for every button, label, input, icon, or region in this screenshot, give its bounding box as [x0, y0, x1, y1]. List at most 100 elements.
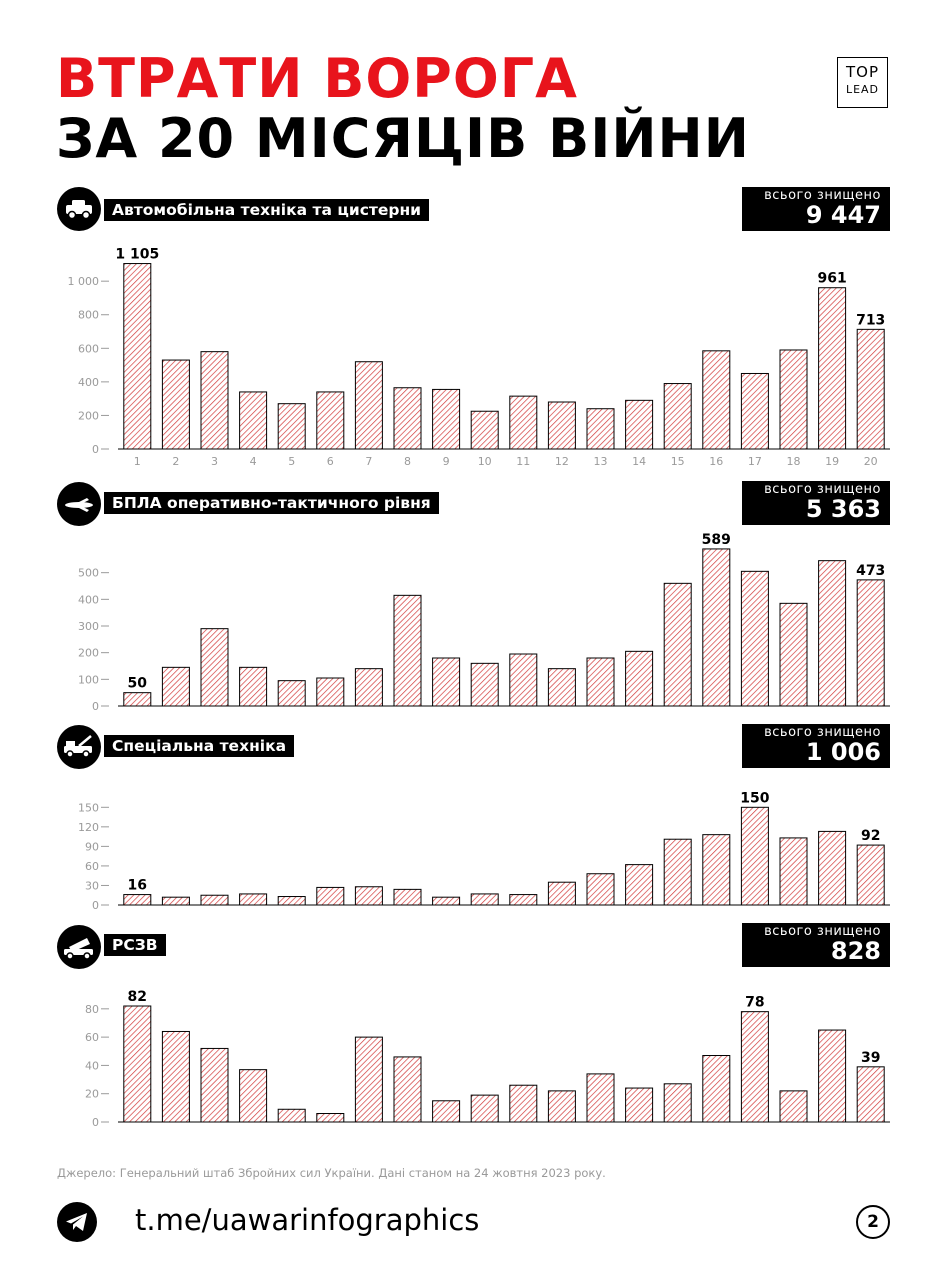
y-tick-label: 200	[78, 409, 99, 422]
x-tick-label: 1	[134, 455, 141, 468]
total-box-drones: всього знищено 5 363	[742, 481, 890, 525]
bar	[509, 1084, 538, 1123]
section-title-drones: БПЛА оперативно-тактичного рівня	[104, 492, 439, 514]
bar	[393, 888, 422, 906]
data-label: 1 105	[115, 247, 159, 263]
bar	[818, 1029, 847, 1123]
total-box-mlrs: всього знищено 828	[742, 923, 890, 967]
bar	[470, 662, 499, 707]
bar	[200, 894, 229, 906]
bar	[740, 372, 769, 450]
bar	[123, 263, 152, 450]
bar	[625, 650, 654, 707]
bar	[818, 830, 847, 906]
bar	[586, 1073, 615, 1123]
bar	[123, 894, 152, 906]
data-label: 78	[745, 995, 764, 1011]
section-title-special: Спеціальна техніка	[104, 735, 295, 757]
y-tick-label: 800	[78, 309, 99, 322]
x-tick-label: 12	[555, 455, 569, 468]
bar	[200, 351, 229, 450]
bar	[277, 680, 306, 707]
bar	[470, 410, 499, 450]
page-title-line1: ВТРАТИ ВОРОГА	[56, 47, 578, 110]
bar	[702, 548, 731, 707]
bar	[586, 657, 615, 707]
total-value-special: 1 006	[805, 738, 881, 766]
x-tick-label: 19	[825, 455, 839, 468]
data-label: 473	[856, 563, 885, 579]
bar	[316, 1113, 345, 1123]
data-label: 961	[817, 271, 846, 287]
x-tick-label: 4	[250, 455, 257, 468]
x-tick-label: 15	[671, 455, 685, 468]
bar	[779, 1090, 808, 1123]
y-tick-label: 90	[85, 840, 99, 853]
bar	[354, 886, 383, 906]
bar	[740, 806, 769, 906]
x-tick-label: 17	[748, 455, 762, 468]
bar	[779, 349, 808, 450]
total-value-vehicles: 9 447	[805, 201, 881, 229]
bar	[316, 677, 345, 707]
truck-icon	[57, 187, 101, 231]
x-tick-label: 7	[365, 455, 372, 468]
bar	[856, 1066, 885, 1123]
bar	[509, 395, 538, 450]
bar	[277, 896, 306, 906]
chart-special: 0 30 60 90 120 150 16 150 92	[78, 790, 890, 912]
source-note: Джерело: Генеральний штаб Збройних сил У…	[57, 1166, 606, 1180]
bar	[856, 579, 885, 707]
bar	[702, 834, 731, 906]
y-tick-label: 0	[92, 899, 99, 912]
bar	[547, 1090, 576, 1123]
x-tick-label: 16	[709, 455, 723, 468]
data-label: 713	[856, 312, 885, 328]
special-vehicle-icon	[57, 725, 101, 769]
x-tick-label: 6	[327, 455, 334, 468]
bar	[547, 401, 576, 450]
bar	[625, 864, 654, 906]
y-tick-label: 60	[85, 1031, 99, 1044]
section-title-vehicles: Автомобільна техніка та цистерни	[104, 199, 430, 221]
bar	[586, 408, 615, 450]
x-tick-label: 9	[443, 455, 450, 468]
telegram-icon[interactable]	[57, 1202, 97, 1242]
bar	[161, 666, 190, 707]
bar	[432, 657, 461, 707]
bar	[470, 893, 499, 906]
bar	[200, 628, 229, 707]
logo-top-text: TOP	[845, 63, 879, 81]
bar	[432, 1100, 461, 1123]
bar	[856, 844, 885, 906]
data-label: 82	[128, 989, 147, 1005]
x-tick-label: 8	[404, 455, 411, 468]
bar	[393, 594, 422, 707]
x-tick-label: 18	[787, 455, 801, 468]
bar	[161, 896, 190, 906]
y-tick-label: 600	[78, 342, 99, 355]
bar	[547, 881, 576, 906]
bar	[354, 668, 383, 707]
data-label: 16	[128, 878, 147, 894]
total-caption: всього знищено	[764, 924, 881, 939]
y-tick-label: 150	[78, 801, 99, 814]
drone-icon	[57, 482, 101, 526]
bar	[625, 399, 654, 450]
bar	[239, 666, 268, 707]
bar	[161, 1030, 190, 1123]
bar	[161, 359, 190, 450]
bar	[239, 893, 268, 906]
bar	[354, 1036, 383, 1123]
telegram-link[interactable]: t.me/uawarinfographics	[135, 1203, 480, 1237]
chart-drones: 0 100 200 300 400 500 50 589 473	[78, 532, 890, 713]
y-tick-label: 20	[85, 1088, 99, 1101]
bar	[586, 873, 615, 906]
chart-mlrs: 0 20 40 60 80 82 78 39	[85, 989, 890, 1129]
bar	[663, 383, 692, 450]
y-tick-label: 100	[78, 673, 99, 686]
x-tick-label: 13	[594, 455, 608, 468]
bar	[663, 838, 692, 906]
bar	[509, 894, 538, 906]
bar	[393, 1056, 422, 1123]
